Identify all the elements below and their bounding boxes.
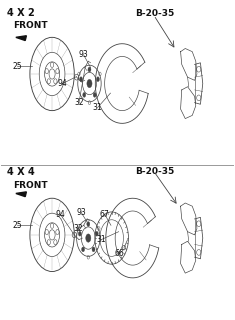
- Text: 93: 93: [76, 208, 86, 217]
- Text: 4 X 2: 4 X 2: [7, 8, 34, 18]
- Ellipse shape: [51, 223, 54, 228]
- Text: 31: 31: [96, 235, 106, 244]
- Ellipse shape: [83, 92, 86, 97]
- Text: B-20-35: B-20-35: [135, 9, 174, 18]
- Text: 32: 32: [74, 98, 84, 107]
- Ellipse shape: [54, 240, 57, 245]
- Ellipse shape: [78, 231, 81, 236]
- Ellipse shape: [95, 231, 98, 236]
- Ellipse shape: [92, 247, 95, 252]
- Text: 25: 25: [12, 221, 22, 230]
- Ellipse shape: [54, 79, 57, 84]
- Ellipse shape: [51, 62, 54, 68]
- Ellipse shape: [93, 92, 96, 97]
- Ellipse shape: [56, 229, 59, 235]
- Ellipse shape: [82, 247, 85, 252]
- Ellipse shape: [96, 77, 99, 82]
- Text: FRONT: FRONT: [14, 21, 48, 30]
- Text: 4 X 4: 4 X 4: [7, 167, 34, 177]
- Ellipse shape: [47, 240, 51, 245]
- Ellipse shape: [87, 79, 92, 88]
- Ellipse shape: [56, 68, 59, 74]
- Text: 31: 31: [93, 103, 102, 112]
- Text: 25: 25: [12, 61, 22, 70]
- Text: 66: 66: [114, 250, 124, 259]
- Ellipse shape: [45, 68, 48, 74]
- Text: 32: 32: [73, 224, 82, 233]
- Text: FRONT: FRONT: [14, 181, 48, 190]
- Ellipse shape: [79, 77, 82, 82]
- Polygon shape: [16, 192, 26, 197]
- Text: 94: 94: [58, 79, 67, 88]
- Text: 94: 94: [55, 210, 65, 219]
- Polygon shape: [16, 36, 26, 41]
- Ellipse shape: [49, 69, 55, 79]
- Text: B-20-35: B-20-35: [135, 167, 174, 176]
- Ellipse shape: [86, 234, 91, 242]
- Ellipse shape: [87, 222, 90, 227]
- Ellipse shape: [45, 229, 48, 235]
- Ellipse shape: [47, 79, 51, 84]
- Ellipse shape: [49, 230, 55, 240]
- Text: 93: 93: [79, 50, 89, 59]
- Ellipse shape: [88, 67, 91, 72]
- Text: 67: 67: [100, 210, 110, 219]
